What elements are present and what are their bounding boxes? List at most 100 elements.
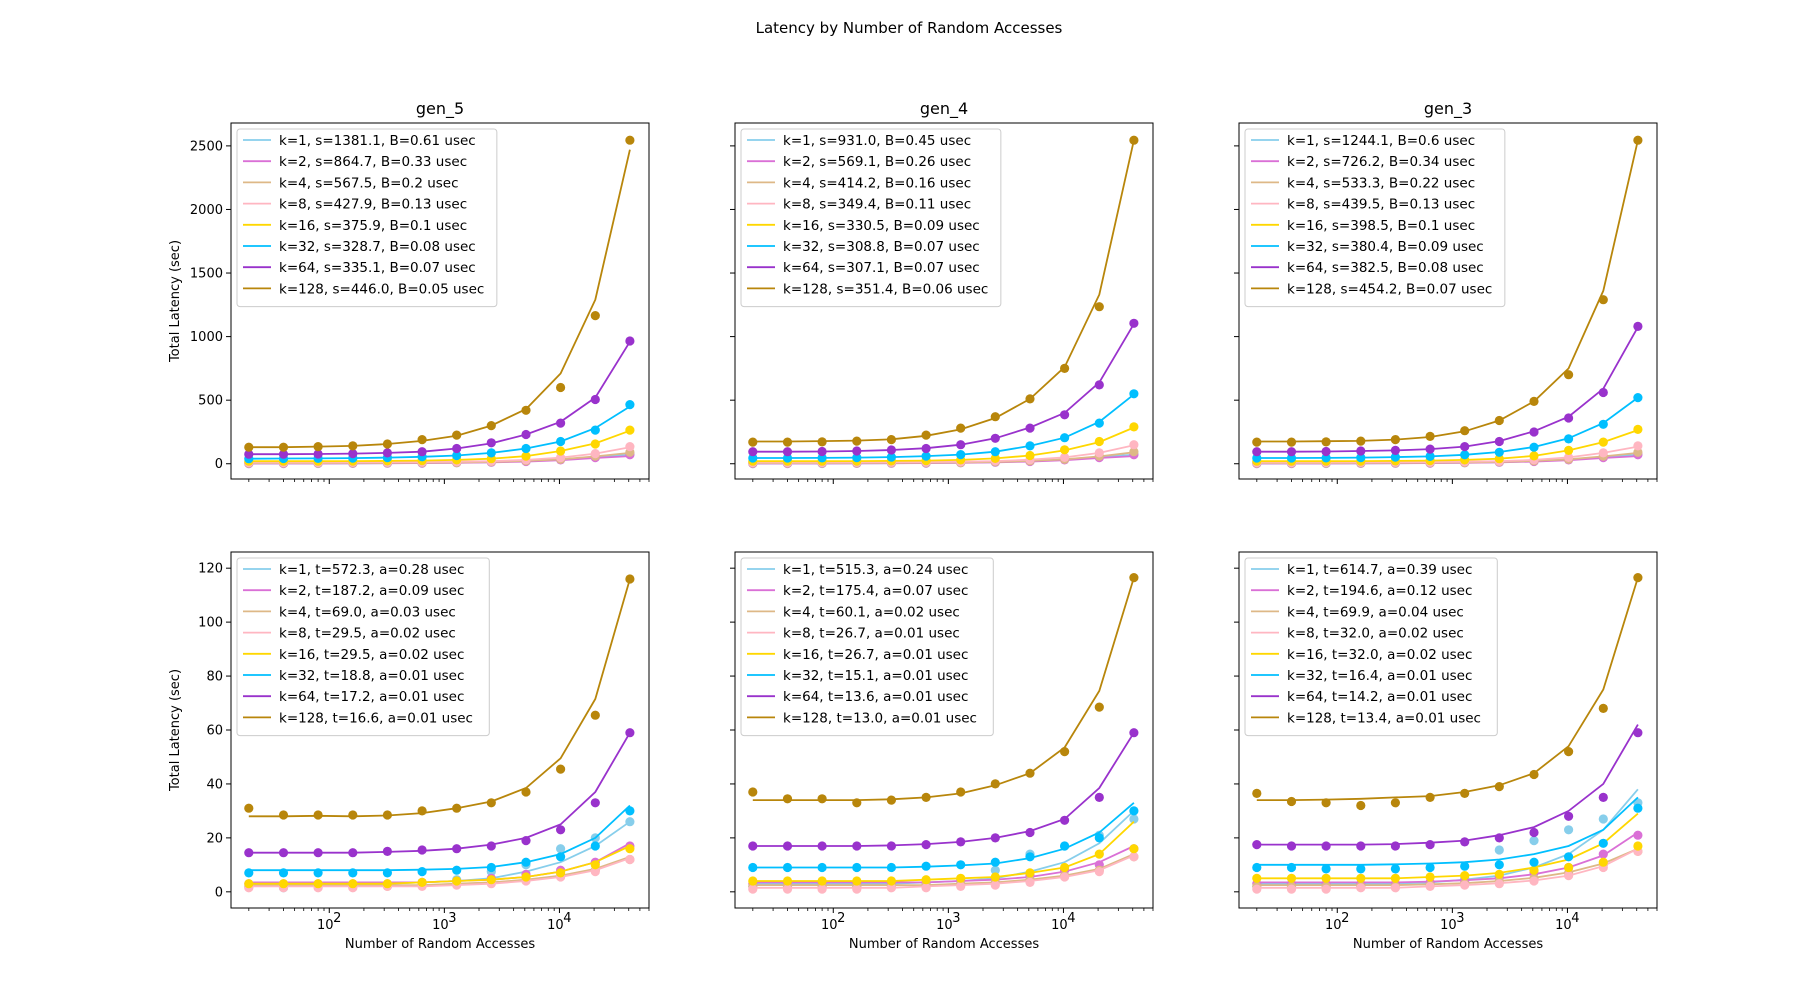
data-point — [452, 844, 462, 854]
legend-entry: k=32, t=15.1, a=0.01 usec — [783, 668, 968, 684]
data-point — [1529, 836, 1539, 846]
data-point — [625, 817, 635, 827]
x-tick-exponent: 2 — [837, 911, 845, 926]
data-point — [1425, 872, 1435, 882]
data-point — [886, 862, 897, 873]
series-8 — [244, 574, 635, 820]
fit-line — [1256, 847, 1639, 886]
data-point — [1460, 880, 1470, 890]
data-point — [990, 412, 1000, 422]
data-point — [1529, 427, 1539, 437]
data-point — [1633, 441, 1643, 451]
data-point — [278, 879, 289, 889]
data-point — [625, 574, 635, 584]
data-point — [1390, 435, 1400, 445]
legend-entry: k=2, s=569.1, B=0.26 usec — [783, 154, 971, 170]
data-point — [625, 442, 635, 452]
legend-entry: k=4, t=69.9, a=0.04 usec — [1287, 604, 1464, 620]
data-point — [1598, 814, 1608, 824]
legend-entry: k=32, s=380.4, B=0.09 usec — [1287, 239, 1484, 255]
data-point — [1598, 838, 1608, 848]
data-point — [486, 862, 496, 873]
data-point — [1356, 436, 1366, 446]
plot-area — [1252, 135, 1643, 469]
data-point — [956, 423, 966, 433]
data-point — [1356, 800, 1366, 811]
data-point — [817, 876, 827, 886]
panel-title: gen_3 — [1424, 99, 1472, 119]
panel-title: gen_5 — [416, 99, 464, 119]
data-point — [1598, 448, 1608, 458]
data-point — [852, 798, 862, 808]
data-point — [1286, 437, 1297, 447]
data-point — [244, 868, 254, 878]
data-point — [278, 868, 289, 878]
data-point — [1598, 437, 1608, 447]
data-point — [590, 394, 600, 405]
data-point — [590, 798, 600, 808]
data-point — [1129, 728, 1139, 738]
data-point — [782, 453, 793, 463]
data-point — [1060, 872, 1070, 882]
data-point — [990, 865, 1000, 875]
panel-1: gen_5 0 500 1000 1500 2000 2500 Total Latency (… — [168, 99, 650, 484]
legend-entry: k=64, s=382.5, B=0.08 usec — [1287, 260, 1484, 276]
legend-entry: k=1, t=614.7, a=0.39 usec — [1287, 562, 1472, 578]
legend-entry: k=32, t=18.8, a=0.01 usec — [279, 668, 464, 684]
data-point — [1094, 849, 1104, 859]
data-point — [348, 449, 358, 459]
data-point — [452, 450, 462, 461]
data-point — [921, 451, 931, 461]
data-point — [590, 311, 600, 321]
data-point — [1529, 442, 1539, 452]
data-point — [1633, 447, 1643, 457]
data-point — [1252, 453, 1262, 463]
data-point — [748, 437, 758, 447]
data-point — [1025, 877, 1035, 888]
y-tick-label: 1500 — [190, 267, 223, 282]
data-point — [382, 810, 392, 820]
series-7 — [244, 728, 635, 858]
data-point — [1390, 452, 1400, 462]
data-point — [1060, 410, 1070, 420]
data-point — [748, 884, 758, 894]
data-point — [244, 803, 254, 813]
data-point — [1094, 380, 1104, 390]
legend-entry: k=16, s=330.5, B=0.09 usec — [783, 218, 980, 234]
data-point — [1356, 841, 1366, 851]
data-point — [1390, 798, 1400, 808]
data-point — [1598, 792, 1608, 803]
fit-line — [752, 845, 1135, 884]
data-point — [417, 845, 427, 855]
data-point — [921, 443, 931, 454]
series-2 — [748, 450, 1139, 469]
legend: k=1, t=572.3, a=0.28 usec k=2, t=187.2, a… — [236, 557, 490, 737]
x-axis-label: Number of Random Accesses — [849, 937, 1039, 952]
data-point — [1460, 442, 1470, 452]
data-point — [1356, 883, 1366, 893]
data-point — [1060, 452, 1070, 462]
data-point — [748, 841, 758, 851]
data-point — [1025, 827, 1035, 838]
data-point — [956, 873, 966, 883]
data-point — [452, 430, 462, 440]
data-point — [1633, 830, 1643, 840]
legend-entry: k=32, t=16.4, a=0.01 usec — [1287, 668, 1472, 684]
fit-line — [248, 446, 631, 464]
data-point — [990, 880, 1000, 890]
data-point — [348, 868, 358, 878]
data-point — [417, 447, 427, 457]
data-point — [1425, 881, 1435, 892]
legend-entry: k=64, s=335.1, B=0.07 usec — [279, 260, 476, 276]
data-point — [1425, 862, 1435, 873]
data-point — [1286, 453, 1297, 463]
data-point — [1321, 884, 1331, 894]
data-point — [852, 862, 862, 873]
data-point — [990, 857, 1000, 867]
fit-line — [1256, 577, 1639, 801]
data-point — [452, 876, 462, 886]
data-point — [348, 848, 358, 858]
figure-title: Latency by Number of Random Accesses — [756, 19, 1063, 37]
